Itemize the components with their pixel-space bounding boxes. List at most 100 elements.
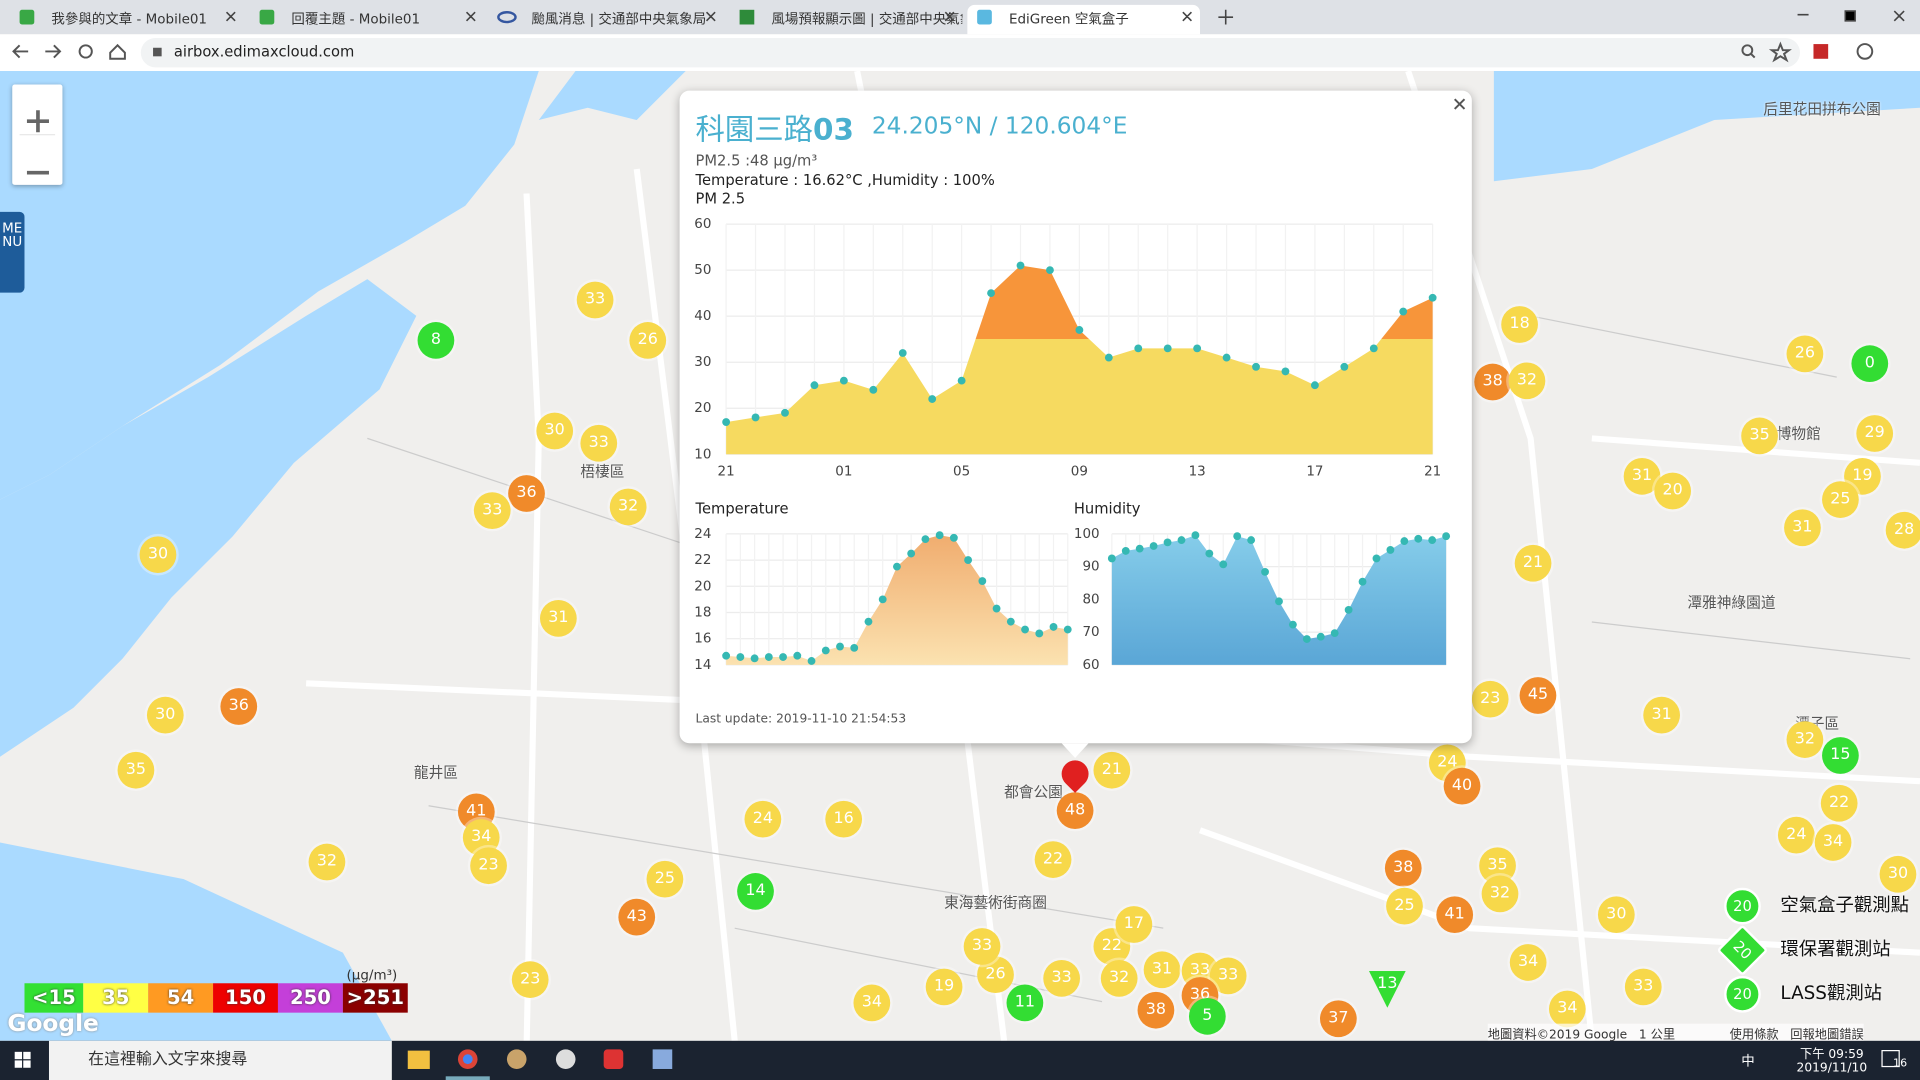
y-tick-label: 20 [694,401,711,416]
station-marker[interactable]: 32 [308,843,346,881]
data-point [1358,577,1367,586]
station-marker[interactable]: 38 [1384,849,1422,887]
station-marker[interactable]: 30 [536,412,574,450]
station-marker[interactable]: 31 [540,600,577,637]
station-marker[interactable]: 38 [1474,363,1512,401]
station-marker[interactable]: 33 [963,928,1001,965]
station-marker[interactable]: 34 [1814,824,1852,861]
y-tick-label: 20 [694,579,711,594]
data-point [1163,344,1172,353]
station-marker[interactable]: 38 [1137,991,1175,1029]
omnibox[interactable] [140,37,1801,68]
data-point [751,413,760,422]
station-marker[interactable]: 23 [470,847,507,885]
station-marker[interactable]: 30 [139,536,177,574]
menu-button[interactable]: MENU [0,211,25,293]
active-tab[interactable]: EdiGreen 空氣盒子 [967,4,1201,35]
station-marker[interactable]: 33 [576,281,614,319]
station-marker[interactable]: 25 [646,860,684,898]
station-marker[interactable]: 26 [977,956,1014,994]
station-number: 03 [813,112,854,147]
station-marker[interactable]: 19 [925,968,963,1006]
station-marker[interactable]: 32 [1481,875,1519,913]
station-marker[interactable]: 22 [1820,784,1858,822]
y-tick-label: 40 [694,309,711,324]
station-marker[interactable]: 30 [1597,896,1635,934]
station-marker[interactable]: 24 [1777,816,1815,854]
close-button[interactable] [1454,98,1466,110]
tab[interactable]: 我參與的文章 - Mobile01 [51,11,207,27]
station-marker[interactable]: 41 [1436,896,1474,934]
station-marker[interactable]: 22 [1034,841,1072,878]
station-marker[interactable]: 21 [1514,544,1552,582]
station-marker[interactable]: 26 [1786,335,1824,373]
station-marker[interactable]: 15 [1822,737,1859,774]
station-marker[interactable]: 28 [1885,511,1920,549]
info-popup: PM 2.5 10 20 30 40 50 60 21 01 05 09 13 17 21 Temperat… [679,90,1472,758]
station-marker[interactable]: 21 [1093,751,1131,789]
ime[interactable]: 中 [1741,1053,1755,1069]
station-marker[interactable]: 34 [1509,944,1547,981]
station-marker[interactable]: 45 [1519,677,1557,714]
station-marker[interactable]: 33 [1043,960,1081,997]
station-marker[interactable]: 33 [1624,968,1662,1006]
station-marker[interactable]: 31 [1143,951,1181,989]
notifications[interactable]: 16 [1893,1057,1908,1071]
station-marker[interactable]: 29 [1856,415,1894,452]
search-box[interactable]: 在這裡輸入文字來搜尋 [48,1040,392,1080]
station-marker[interactable]: 5 [1188,997,1226,1035]
station-marker[interactable]: 26 [629,322,667,359]
data-point [928,395,937,403]
station-marker[interactable]: 34 [1548,990,1586,1028]
station-marker[interactable]: 32 [1100,960,1138,997]
report[interactable]: 回報地圖錯誤 [1790,1028,1864,1043]
y-tick-label: 30 [694,355,711,370]
station-marker[interactable]: 25 [1822,481,1859,518]
clock[interactable]: 下午 09:59 2019/11/10 [1795,1043,1868,1075]
station-marker[interactable]: 35 [117,751,155,789]
station-marker[interactable]: 36 [508,475,545,512]
station-marker[interactable]: 32 [609,488,647,526]
y-tick-label: 22 [694,553,711,568]
station-marker[interactable]: 36 [220,688,258,725]
station-marker[interactable]: 23 [1471,680,1509,718]
data-point [781,408,789,417]
station-marker[interactable]: 32 [1786,721,1824,758]
station-marker[interactable]: 43 [618,898,656,936]
station-marker[interactable]: 8 [417,322,455,359]
station-marker[interactable]: 31 [1643,696,1681,734]
data-point [1149,542,1158,550]
tab[interactable]: 風場預報顯示圖 | 交通部中央氣象局 [771,11,962,27]
station-marker[interactable]: 18 [1501,306,1538,343]
station-marker[interactable]: 32 [1508,362,1546,400]
station-marker[interactable]: 35 [1741,417,1778,455]
station-marker[interactable]: 17 [1115,906,1153,943]
station-marker[interactable]: 33 [580,424,618,462]
scale-unit: (μg/m³) [346,967,398,984]
tab[interactable]: 颱風消息 | 交通部中央氣象局 [531,11,707,27]
tab[interactable]: 回覆主題 - Mobile01 [291,11,421,27]
temp-hum-reading: Temperature : 16.62°C ,Humidity : 100% [695,171,995,189]
station-marker[interactable]: 16 [825,800,863,838]
station-marker[interactable]: 33 [473,492,511,529]
station-marker[interactable]: 24 [744,800,782,838]
station-marker[interactable]: 23 [511,961,549,998]
station-marker[interactable]: 25 [1386,887,1423,925]
station-marker[interactable]: 31 [1784,509,1821,547]
data-point [957,376,966,385]
station-marker[interactable]: 0 [1851,345,1889,383]
terms[interactable]: 使用條款 [1729,1028,1779,1043]
y-tick-label: 70 [1082,625,1099,640]
data-point [1414,534,1423,543]
station-marker[interactable]: 34 [853,984,891,1022]
station-marker[interactable]: 30 [1879,855,1917,893]
station-marker[interactable]: 40 [1443,767,1481,805]
station-marker[interactable]: 37 [1320,1000,1357,1038]
data-point [1340,362,1349,371]
station-marker[interactable]: 11 [1006,984,1044,1022]
station-marker[interactable]: 14 [737,873,774,910]
data-point [1135,544,1144,553]
station-marker[interactable]: 20 [1654,472,1692,510]
station-marker[interactable]: 30 [146,696,184,734]
popup-charts: PM 2.5 10 20 30 40 50 60 21 01 05 09 13 17 21 Temperat… [694,98,1466,758]
